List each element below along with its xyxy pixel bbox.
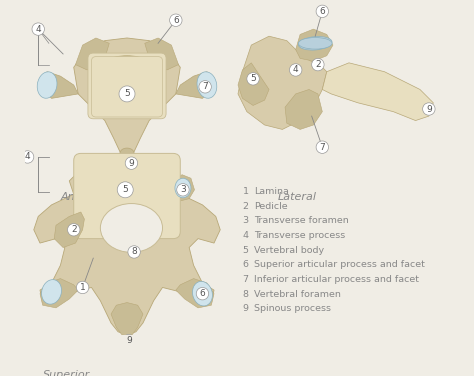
Text: 9: 9 — [426, 105, 432, 114]
Polygon shape — [285, 89, 322, 129]
Text: 9: 9 — [128, 159, 134, 168]
Polygon shape — [75, 38, 109, 70]
Text: 9: 9 — [126, 336, 132, 345]
Text: 8: 8 — [131, 247, 137, 256]
Text: Transverse process: Transverse process — [254, 231, 345, 240]
Circle shape — [170, 14, 182, 26]
Ellipse shape — [120, 148, 134, 159]
Circle shape — [21, 151, 34, 163]
FancyBboxPatch shape — [88, 53, 166, 119]
Text: 7: 7 — [243, 275, 249, 284]
Ellipse shape — [298, 38, 332, 49]
Text: 2: 2 — [315, 60, 321, 69]
Text: 2: 2 — [243, 202, 249, 211]
Text: 6: 6 — [173, 16, 179, 25]
Polygon shape — [145, 38, 179, 70]
Text: Superior: Superior — [43, 370, 90, 376]
Text: 6: 6 — [243, 260, 249, 269]
Text: 2: 2 — [71, 225, 76, 234]
Circle shape — [67, 223, 80, 236]
Text: Transverse foramen: Transverse foramen — [254, 217, 349, 226]
Polygon shape — [238, 63, 269, 105]
Polygon shape — [296, 29, 333, 61]
Polygon shape — [238, 36, 327, 129]
Circle shape — [316, 5, 328, 18]
Polygon shape — [40, 279, 78, 308]
Circle shape — [199, 80, 211, 93]
Circle shape — [177, 183, 189, 196]
Text: 7: 7 — [319, 143, 325, 152]
Polygon shape — [172, 175, 194, 201]
FancyBboxPatch shape — [91, 57, 163, 117]
Text: 5: 5 — [250, 74, 256, 83]
Ellipse shape — [175, 178, 191, 198]
Text: 4: 4 — [293, 65, 299, 74]
Ellipse shape — [299, 36, 332, 50]
Text: Pedicle: Pedicle — [254, 202, 288, 211]
Polygon shape — [40, 72, 78, 99]
Polygon shape — [322, 63, 433, 121]
Text: 1: 1 — [243, 187, 249, 196]
Text: 4: 4 — [36, 24, 41, 33]
Ellipse shape — [100, 203, 163, 252]
Polygon shape — [74, 38, 180, 159]
Circle shape — [128, 246, 140, 258]
Text: 3: 3 — [180, 185, 186, 194]
Text: 3: 3 — [243, 217, 249, 226]
Text: 9: 9 — [243, 304, 249, 313]
Circle shape — [76, 281, 89, 294]
Ellipse shape — [98, 56, 156, 84]
Text: Lamina: Lamina — [254, 187, 289, 196]
Polygon shape — [54, 212, 84, 247]
Circle shape — [290, 64, 302, 76]
Circle shape — [32, 23, 45, 35]
Polygon shape — [176, 72, 214, 99]
Text: 4: 4 — [25, 152, 30, 161]
Text: Anterior: Anterior — [60, 191, 105, 202]
Text: 6: 6 — [200, 289, 205, 298]
Text: Inferior articular process and facet: Inferior articular process and facet — [254, 275, 419, 284]
Polygon shape — [34, 154, 220, 335]
Ellipse shape — [37, 72, 57, 98]
Text: 4: 4 — [243, 231, 249, 240]
Text: 5: 5 — [243, 246, 249, 255]
Circle shape — [117, 182, 133, 198]
Text: 7: 7 — [202, 82, 208, 91]
Circle shape — [423, 103, 435, 115]
Text: 5: 5 — [122, 185, 128, 194]
Circle shape — [123, 335, 135, 347]
Polygon shape — [111, 303, 143, 336]
Text: Vertebral foramen: Vertebral foramen — [254, 290, 341, 299]
Ellipse shape — [42, 280, 62, 304]
Text: 1: 1 — [80, 283, 85, 292]
Ellipse shape — [197, 72, 217, 98]
Text: 8: 8 — [243, 290, 249, 299]
Circle shape — [316, 141, 328, 153]
Text: Vertebral body: Vertebral body — [254, 246, 324, 255]
Text: Spinous process: Spinous process — [254, 304, 331, 313]
Text: 5: 5 — [124, 89, 130, 99]
Text: Lateral: Lateral — [278, 191, 317, 202]
Circle shape — [119, 86, 135, 102]
Circle shape — [247, 73, 259, 85]
Circle shape — [125, 157, 137, 169]
Ellipse shape — [192, 281, 212, 306]
Circle shape — [196, 288, 209, 300]
FancyBboxPatch shape — [74, 153, 180, 239]
Text: Superior articular process and facet: Superior articular process and facet — [254, 260, 425, 269]
Polygon shape — [176, 279, 214, 308]
Text: 6: 6 — [319, 7, 325, 16]
Circle shape — [312, 58, 324, 71]
